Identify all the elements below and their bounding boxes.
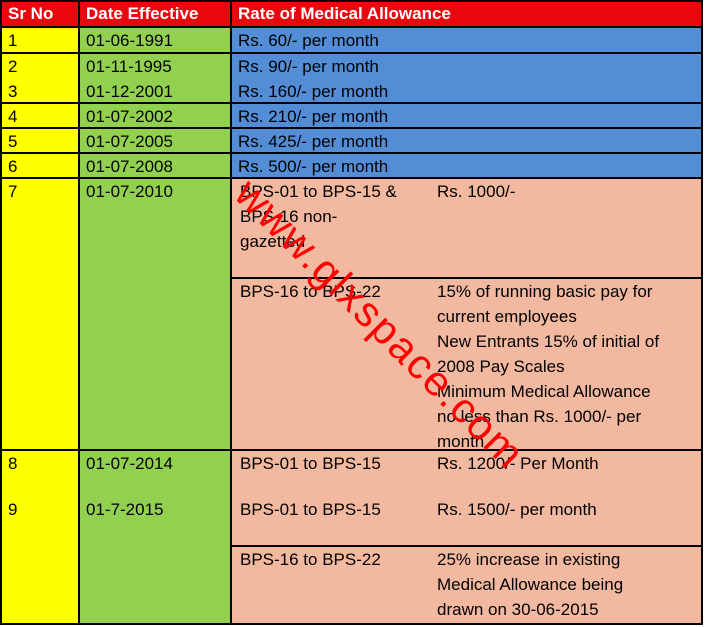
row-6-rate: Rs. 500/- per month [232, 154, 701, 177]
row-7-scale-a-line: BPS-16 non- [240, 207, 338, 226]
row-7-sr: 7 [2, 179, 78, 449]
row-7-rate-b-line: New Entrants 15% of initial of [437, 332, 660, 351]
row-8-rate: Rs. 1200/- Per Month [437, 454, 599, 473]
row-6-date: 01-07-2008 [80, 154, 230, 177]
row-8-sr: 8 [8, 454, 18, 473]
row-4-sr: 4 [2, 104, 78, 127]
row-2-rate: Rs. 90/- per month [238, 57, 379, 76]
header-date-effective: Date Effective [80, 2, 230, 26]
row-9-scale-b: BPS-16 to BPS-22 [240, 550, 381, 569]
header-rate: Rate of Medical Allowance [232, 2, 701, 26]
row-9-scale-a: BPS-01 to BPS-15 [240, 500, 381, 519]
row-2-sr: 2 [8, 57, 18, 76]
row-8-scale: BPS-01 to BPS-15 [240, 454, 381, 473]
row-7-rate-b-line: 2008 Pay Scales [437, 357, 565, 376]
row-8-9-rate-a: BPS-01 to BPS-15 Rs. 1200/- Per Month BP… [232, 451, 701, 545]
row-3-rate: Rs. 160/- per month [238, 82, 389, 101]
row-9-rate-b-value: 25% increase in existing Medical Allowan… [437, 547, 623, 622]
row-7-rate-b-line: 15% of running basic pay for [437, 282, 653, 301]
row-5-rate: Rs. 425/- per month [232, 129, 701, 152]
row-7-rate-a: BPS-01 to BPS-15 & BPS-16 non- gazetted … [232, 179, 701, 277]
row-7-rate-b-line: month [437, 432, 485, 449]
row-7-rate-b: BPS-16 to BPS-22 15% of running basic pa… [232, 279, 701, 449]
row-7-rate-b-value: 15% of running basic pay for current emp… [437, 279, 659, 449]
row-3-date: 01-12-2001 [86, 82, 173, 101]
row-9-rate-b-line: Medical Allowance being [437, 575, 624, 594]
row-8-9-date: 01-07-2014 01-7-2015 [80, 451, 230, 623]
row-4-date: 01-07-2002 [80, 104, 230, 127]
row-9-rate-b: BPS-16 to BPS-22 25% increase in existin… [232, 547, 701, 623]
row-7-scale-a-line: BPS-01 to BPS-15 & [240, 182, 397, 201]
row-9-rate-b-line: 25% increase in existing [437, 550, 621, 569]
row-7-rate-a-value: Rs. 1000/- [437, 182, 516, 201]
row-7-rate-b-line: no less than Rs. 1000/- per [437, 407, 642, 426]
row-7-date: 01-07-2010 [80, 179, 230, 449]
row-1-date: 01-06-1991 [80, 28, 230, 52]
row-5-date: 01-07-2005 [80, 129, 230, 152]
header-sr-no: Sr No [2, 2, 78, 26]
row-1-rate: Rs. 60/- per month [232, 28, 701, 52]
row-5-sr: 5 [2, 129, 78, 152]
row-1-sr: 1 [2, 28, 78, 52]
row-7-rate-b-line: current employees [437, 307, 577, 326]
row-7-scale-a-line: gazetted [240, 232, 306, 251]
row-3-sr: 3 [8, 82, 18, 101]
row-9-date: 01-7-2015 [86, 500, 164, 519]
row-9-rate-b-line: drawn on 30-06-2015 [437, 600, 599, 619]
row-8-date: 01-07-2014 [86, 454, 173, 473]
row-2-3-rate: Rs. 90/- per month Rs. 160/- per month [232, 54, 701, 102]
row-2-3-date: 01-11-1995 01-12-2001 [80, 54, 230, 102]
row-7-scale-b: BPS-16 to BPS-22 [240, 282, 381, 301]
row-4-rate: Rs. 210/- per month [232, 104, 701, 127]
row-7-scale-a: BPS-01 to BPS-15 & BPS-16 non- gazetted [240, 179, 397, 254]
row-7-rate-b-line: Minimum Medical Allowance [437, 382, 651, 401]
row-6-sr: 6 [2, 154, 78, 177]
row-2-3-sr: 2 3 [2, 54, 78, 102]
row-8-9-sr: 8 9 [2, 451, 78, 623]
row-9-rate-a: Rs. 1500/- per month [437, 500, 597, 519]
row-2-date: 01-11-1995 [86, 57, 172, 76]
row-9-sr: 9 [8, 500, 18, 519]
